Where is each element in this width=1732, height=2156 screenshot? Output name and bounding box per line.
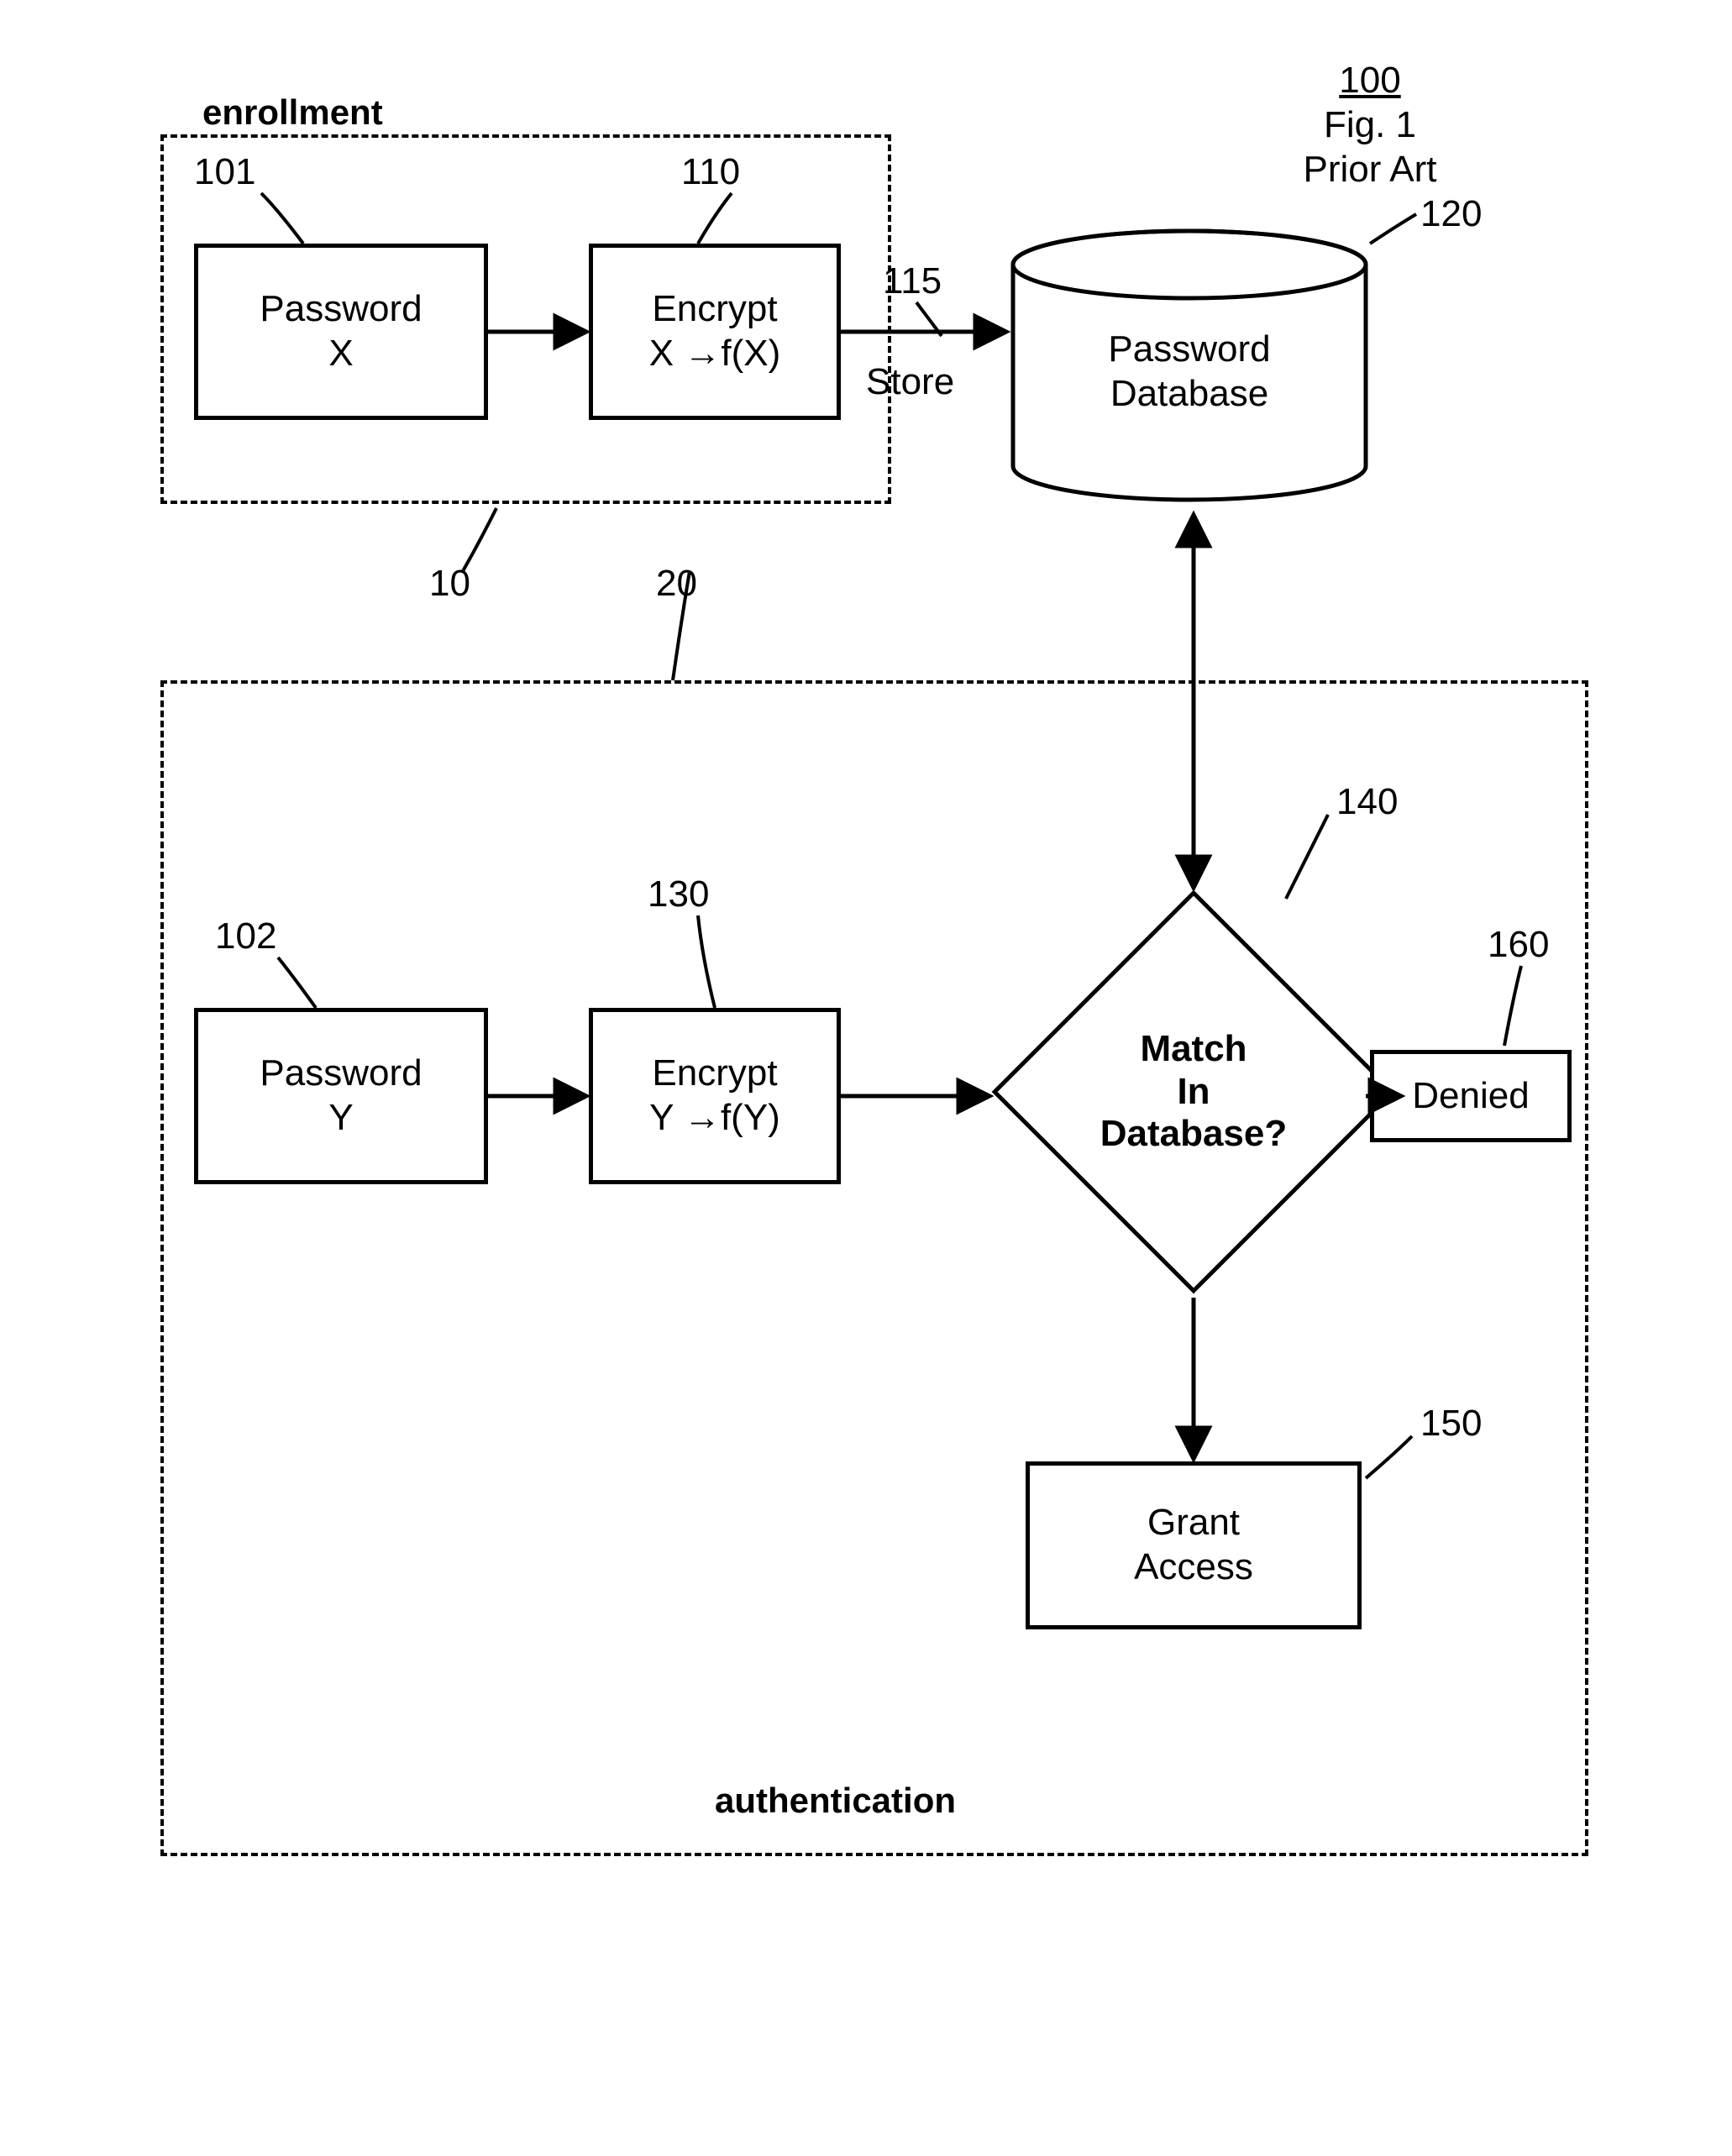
password-y-box: Password Y [194,1008,488,1184]
password-y-l1: Password [260,1052,422,1096]
encrypt-x-l1: Encrypt [652,287,777,332]
db-l1: Password [1009,328,1370,372]
grant-ref: 150 [1420,1403,1482,1445]
grant-l1: Grant [1147,1501,1240,1545]
diagram-canvas: 100 Fig. 1 Prior Art enrollment 10 Passw… [110,34,1622,1881]
auth-label: authentication [715,1781,956,1821]
password-x-ref: 101 [194,151,255,193]
decision-l1: Match [1140,1028,1247,1071]
encrypt-x-l2: X →f(X) [649,332,780,376]
figure-line2: Prior Art [1244,148,1496,192]
encrypt-y-l2: Y →f(Y) [649,1096,780,1141]
password-y-ref: 102 [215,915,276,957]
figure-ref: 100 [1244,59,1496,103]
password-x-l1: Password [260,287,422,332]
denied-label: Denied [1412,1074,1529,1119]
password-x-box: Password X [194,244,488,420]
decision-diamond: Match In Database? [992,890,1395,1293]
enrollment-label: enrollment [202,92,383,133]
database-cylinder: Password Database [1009,227,1370,504]
encrypt-x-ref: 110 [681,151,740,193]
figure-line1: Fig. 1 [1244,103,1496,148]
auth-ref: 20 [656,563,697,605]
decision-l3: Database? [1100,1113,1288,1156]
password-x-l2: X [328,332,353,376]
grant-l2: Access [1134,1545,1253,1590]
grant-box: Grant Access [1026,1461,1362,1629]
password-y-l2: Y [328,1096,353,1141]
decision-l2: In [1177,1071,1210,1114]
figure-title: 100 Fig. 1 Prior Art [1244,59,1496,191]
encrypt-y-box: Encrypt Y →f(Y) [589,1008,841,1184]
encrypt-y-ref: 130 [648,873,709,915]
db-text: Password Database [1009,328,1370,417]
denied-box: Denied [1370,1050,1572,1142]
db-ref: 120 [1420,193,1482,235]
decision-ref: 140 [1336,781,1398,823]
denied-ref: 160 [1488,924,1549,966]
store-label: Store [866,361,954,403]
encrypt-y-l1: Encrypt [652,1052,777,1096]
enrollment-ref: 10 [429,563,470,605]
db-l2: Database [1009,372,1370,417]
encrypt-x-box: Encrypt X →f(X) [589,244,841,420]
store-ref: 115 [883,260,942,302]
